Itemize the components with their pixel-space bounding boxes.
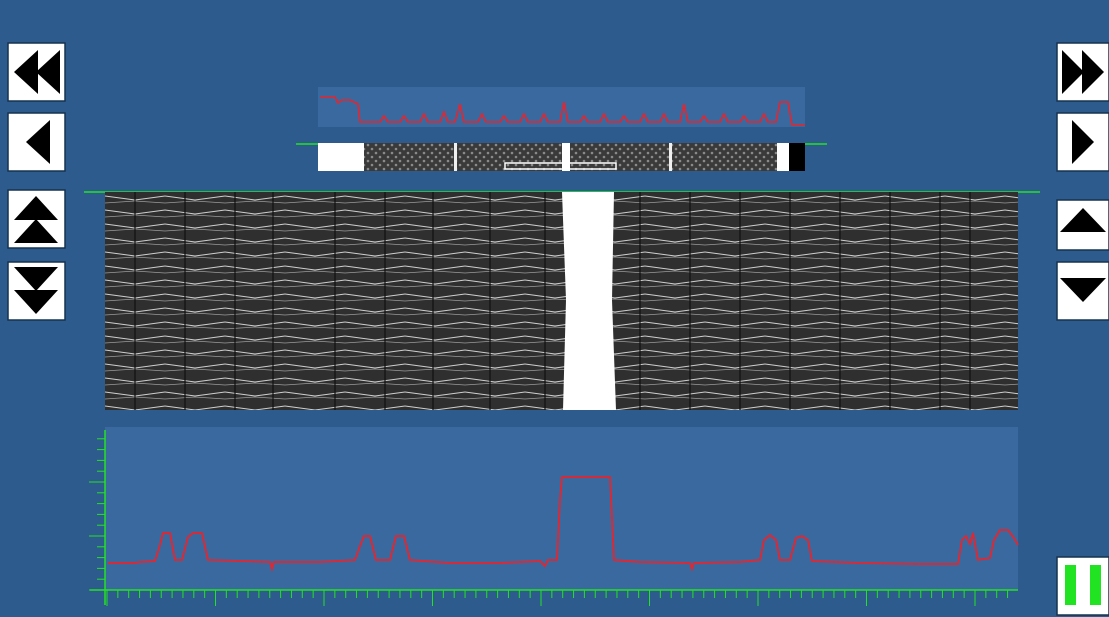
overview-strip-seam bbox=[669, 143, 672, 171]
page-down-button[interactable] bbox=[8, 262, 65, 320]
step-forward-button[interactable] bbox=[1057, 113, 1109, 171]
overview-strip bbox=[318, 143, 805, 171]
page-up-button[interactable] bbox=[8, 190, 65, 248]
main-image-gap bbox=[562, 192, 616, 410]
page: (() => { const data = JSON.parse(documen… bbox=[0, 0, 1109, 617]
step-back-button[interactable] bbox=[8, 113, 65, 171]
pause-button[interactable] bbox=[1057, 557, 1109, 615]
overview-strip-edge bbox=[318, 143, 364, 171]
overview-strip-gap bbox=[562, 143, 570, 171]
up-button[interactable] bbox=[1057, 200, 1109, 250]
fast-forward-button[interactable] bbox=[1057, 43, 1109, 101]
overview-strip-edge bbox=[777, 143, 789, 171]
profile-panel bbox=[105, 427, 1018, 590]
fast-rewind-button[interactable] bbox=[8, 43, 65, 101]
overview-profile-panel bbox=[318, 87, 805, 127]
overview-strip-edge bbox=[789, 143, 805, 171]
overview-strip-seam bbox=[454, 143, 457, 171]
main-image bbox=[105, 192, 1018, 410]
screen bbox=[0, 0, 1109, 617]
down-button[interactable] bbox=[1057, 262, 1109, 320]
